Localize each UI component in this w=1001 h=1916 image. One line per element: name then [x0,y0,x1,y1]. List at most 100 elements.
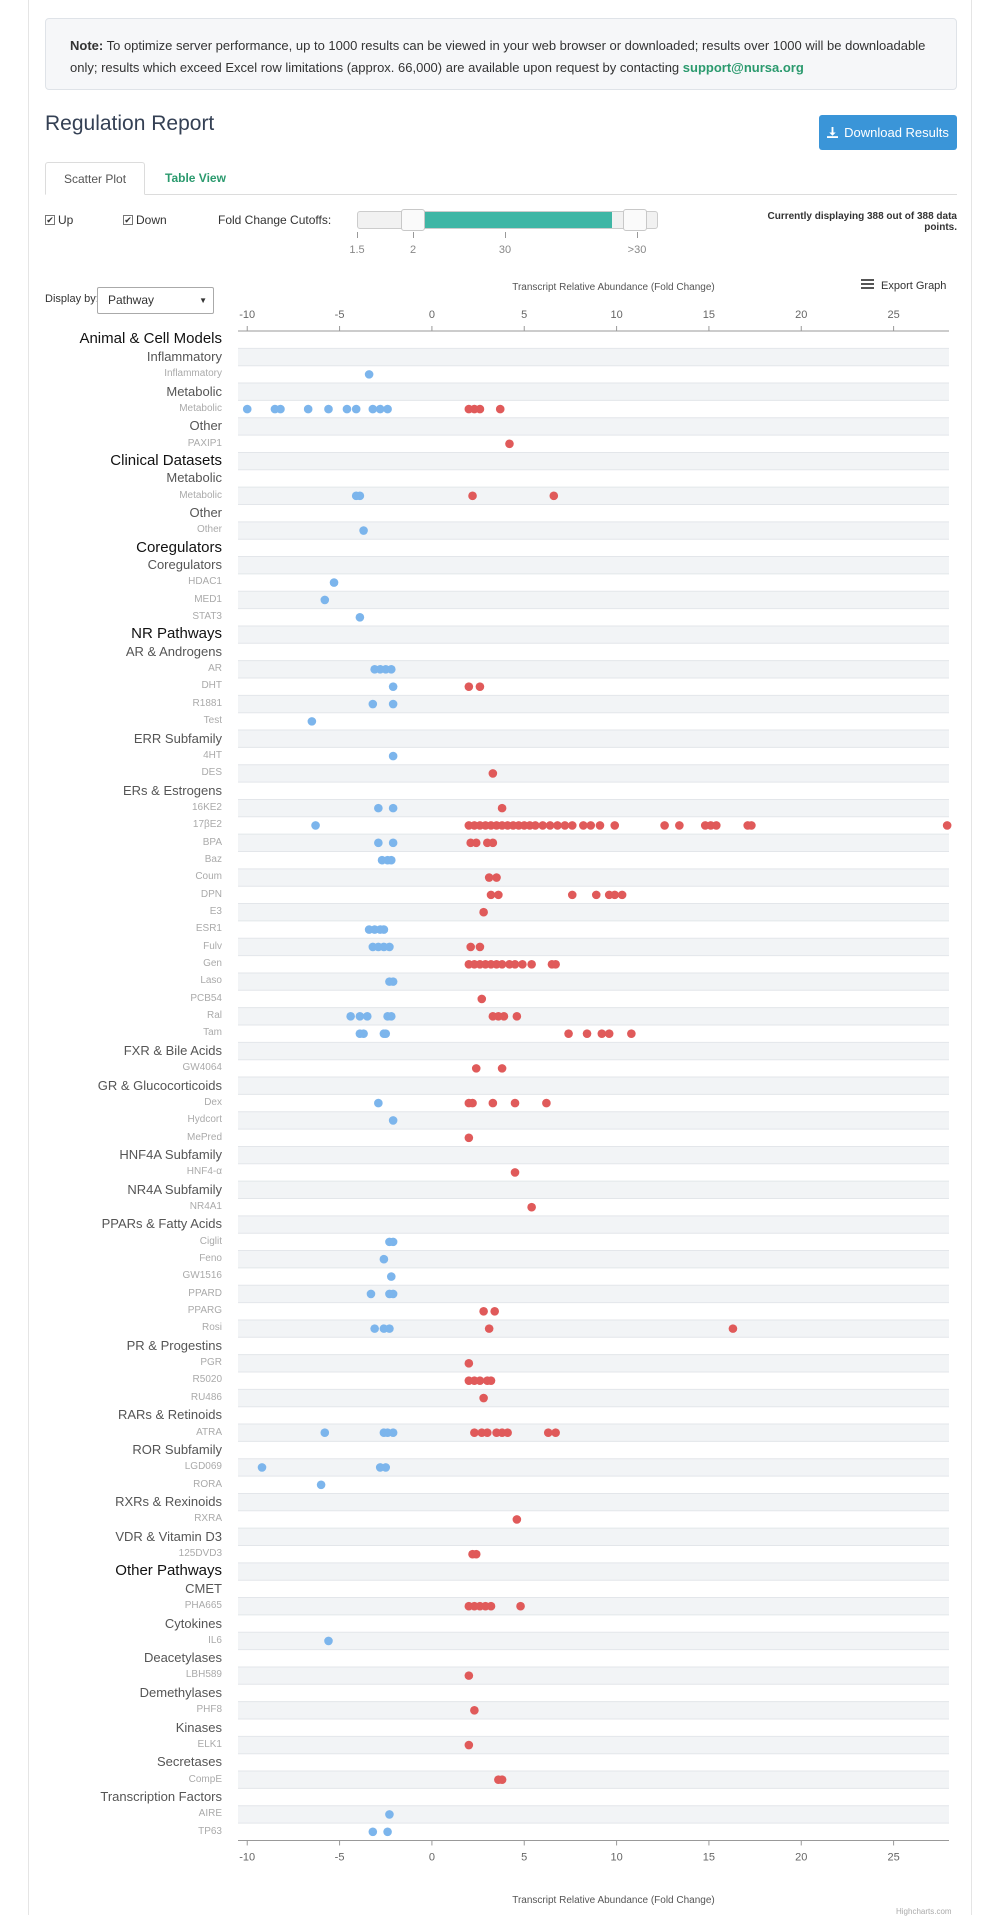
data-point-down [355,491,365,501]
subcategory-label: RXRs & Rexinoids [115,1494,222,1510]
slider-low-handle[interactable] [401,209,425,231]
row-band [238,1250,949,1268]
row-band [238,834,949,852]
data-point-up [527,1202,536,1212]
support-email-link[interactable]: support@nursa.org [682,60,804,75]
data-point-up [518,959,527,969]
data-point-up [586,821,596,830]
category-label: Other Pathways [115,1562,222,1580]
tab-scatter-plot[interactable]: Scatter Plot [45,162,146,195]
data-point-up [497,1064,507,1073]
data-point-up [747,821,756,830]
subcategory-label: CMET [185,1580,222,1596]
data-point-up [499,1012,509,1021]
data-point-down [307,717,317,726]
x-tick-label: 20 [795,309,807,321]
row-label: LBH589 [185,1669,222,1681]
subcategory-label: Transcription Factors [100,1789,222,1804]
data-point-up [468,491,477,501]
row-label: 17βE2 [192,819,222,831]
data-point-up [505,439,514,449]
subcategory-label: FXR & Bile Acids [123,1042,222,1058]
x-tick-label: -5 [335,1851,345,1863]
fold-change-slider[interactable] [357,209,658,231]
row-band [238,1042,949,1060]
subcategory-label: PR & Progestins [126,1337,222,1353]
up-checkbox[interactable]: ✔ Up [45,213,73,227]
slider-tick-label: 30 [498,244,512,256]
x-tick-label: 5 [521,309,527,321]
data-point-down [257,1463,267,1472]
row-band [238,1528,949,1546]
data-point-up [510,1168,520,1177]
down-checkbox[interactable]: ✔ Down [123,213,167,227]
row-band [238,1007,949,1025]
row-label: HNF4-α [186,1166,222,1178]
data-point-up [486,1376,496,1385]
download-icon [827,127,839,138]
data-point-up [470,1706,479,1715]
row-label: Feno [199,1253,222,1265]
data-point-down [276,404,285,414]
data-point-up [475,404,485,414]
row-band [238,1632,949,1650]
slider-high-handle[interactable] [623,209,647,231]
row-label: Tam [203,1027,222,1039]
row-band [238,452,949,470]
category-label: Coregulators [136,538,222,556]
row-label: DPN [200,888,222,900]
subcategory-label: AR & Androgens [125,643,222,659]
x-tick-label: 10 [610,309,622,321]
row-band [238,1077,949,1095]
x-tick-label: -10 [239,309,255,321]
row-label: Coum [195,871,222,883]
export-graph-button[interactable]: Export Graph [861,279,946,292]
row-band [238,1493,949,1511]
row-label: Dex [204,1096,222,1108]
data-point-down [374,838,383,848]
row-band [238,556,949,574]
data-point-up [627,1029,636,1038]
x-tick-label: 5 [521,1851,527,1863]
data-point-up [497,1775,507,1785]
slider-ticks: 1.5 2 30 >30 [349,232,658,262]
subcategory-label: Deacetylases [143,1650,222,1666]
page-container: Note: To optimize server performance, up… [28,0,972,1916]
row-label: Metabolic [179,402,222,414]
data-point-up [477,994,487,1004]
fold-change-cutoffs-label: Fold Change Cutoffs: [218,213,332,227]
data-point-up [470,1428,479,1438]
data-point-up [464,1740,474,1750]
up-label: Up [58,213,74,227]
data-point-up [512,1515,522,1524]
category-label: NR Pathways [131,625,222,643]
data-point-up [495,404,505,414]
data-point-up [468,1098,477,1108]
display-by-select[interactable]: Pathway ▼ [97,287,214,314]
data-point-down [362,1012,372,1021]
data-point-up [549,491,559,501]
tab-table-view[interactable]: Table View [165,171,226,185]
x-tick-label: 15 [703,1851,715,1863]
data-point-up [728,1324,738,1333]
subcategory-label: Demethylases [139,1684,222,1700]
data-point-down [388,1428,398,1438]
row-label: R5020 [192,1374,222,1386]
row-band [238,348,949,366]
data-point-up [551,959,560,969]
row-band [238,1181,949,1199]
row-band [238,1458,949,1477]
data-point-down [242,404,252,414]
data-point-up [567,890,577,900]
note-bold-label: Note: [70,38,104,53]
subcategory-label: Metabolic [166,470,222,486]
x-axis-title: Transcript Relative Abundance (Fold Chan… [512,1895,715,1906]
data-point-down [379,1254,389,1264]
row-label: Laso [200,975,222,987]
row-label: 4HT [203,749,222,761]
data-point-up [560,821,570,830]
row-band [238,730,949,748]
row-band [238,660,949,678]
data-point-up [471,1064,481,1073]
download-results-button[interactable]: Download Results [819,115,957,150]
